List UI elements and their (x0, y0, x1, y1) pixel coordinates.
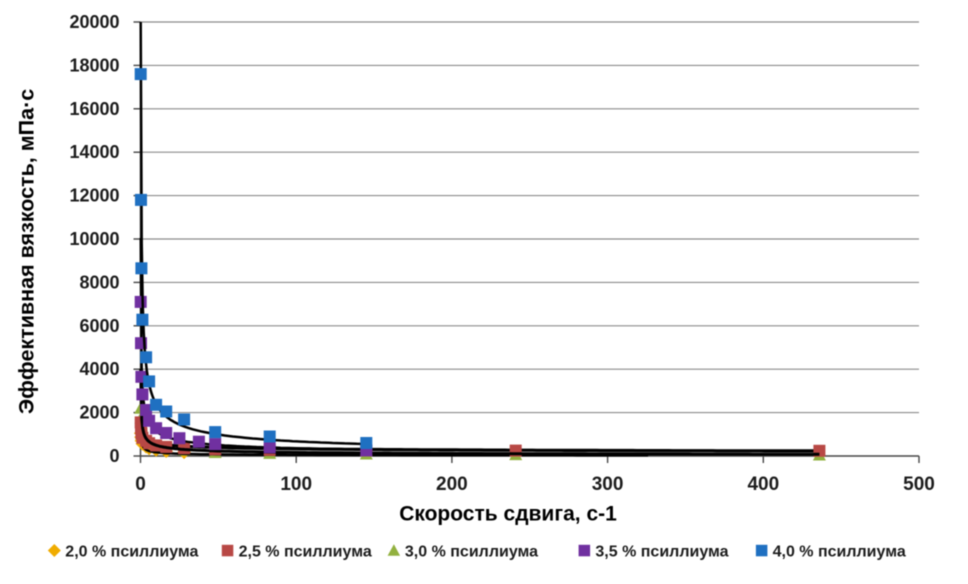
svg-text:2000: 2000 (79, 403, 119, 423)
svg-text:8000: 8000 (79, 272, 119, 292)
svg-text:12000: 12000 (69, 186, 119, 206)
svg-text:3,0 % псиллиума: 3,0 % псиллиума (405, 544, 538, 561)
svg-text:4,0 % псиллиума: 4,0 % псиллиума (773, 544, 906, 561)
svg-text:300: 300 (592, 474, 624, 495)
svg-text:500: 500 (903, 474, 935, 495)
svg-text:2,5 % псиллиума: 2,5 % псиллиума (239, 544, 372, 561)
svg-text:Эффективная вязкость, мПа·с: Эффективная вязкость, мПа·с (15, 89, 39, 414)
svg-text:4000: 4000 (79, 359, 119, 379)
svg-text:20000: 20000 (69, 12, 119, 32)
svg-text:0: 0 (109, 446, 119, 466)
svg-text:10000: 10000 (69, 229, 119, 249)
svg-text:3,5 % псиллиума: 3,5 % псиллиума (595, 544, 728, 561)
svg-text:100: 100 (280, 474, 312, 495)
svg-text:18000: 18000 (69, 55, 119, 75)
svg-text:Скорость сдвига, с-1: Скорость сдвига, с-1 (399, 503, 617, 526)
svg-text:400: 400 (747, 474, 779, 495)
svg-text:14000: 14000 (69, 142, 119, 162)
svg-text:200: 200 (436, 474, 468, 495)
svg-text:6000: 6000 (79, 316, 119, 336)
svg-text:0: 0 (135, 474, 146, 495)
svg-text:16000: 16000 (69, 99, 119, 119)
svg-text:2,0 % псиллиума: 2,0 % псиллиума (65, 544, 198, 561)
